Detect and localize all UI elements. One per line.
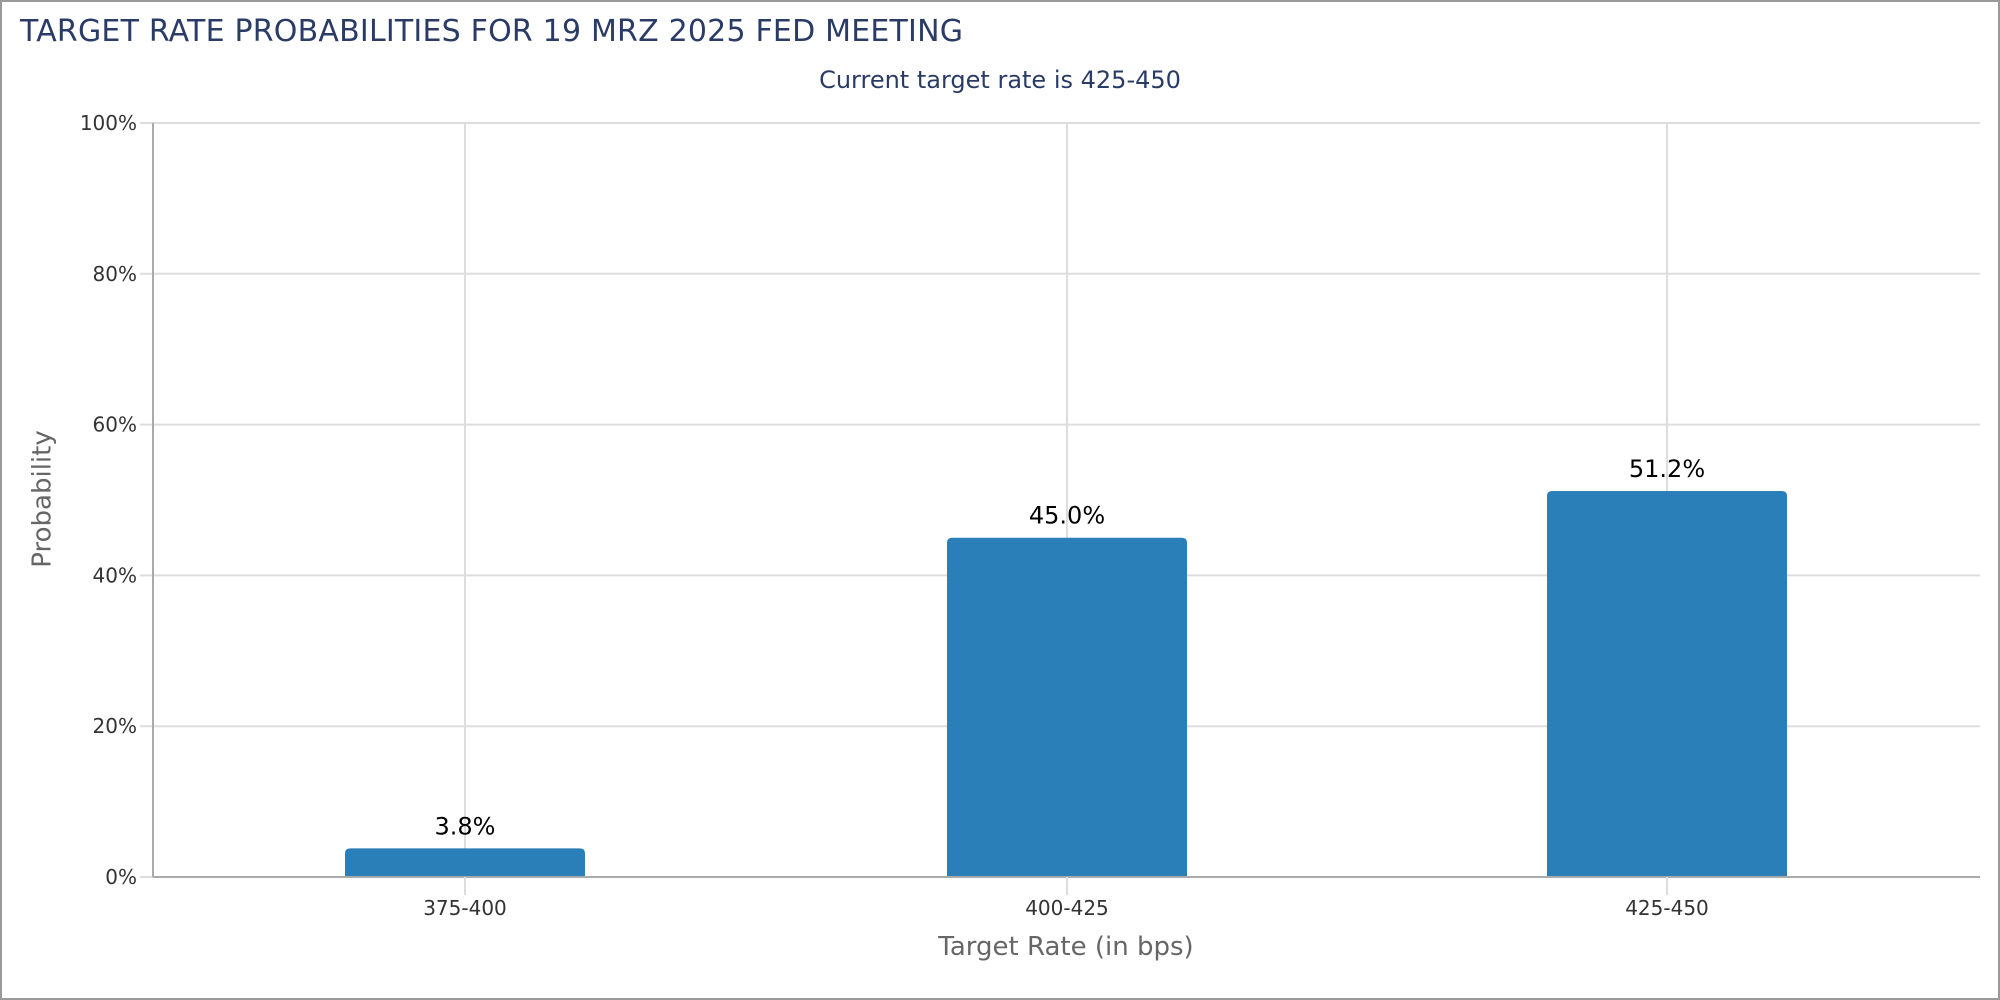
y-tick-label: 20% [93,714,137,738]
y-tick-label: 80% [93,262,137,286]
y-tick-label: 100% [80,111,137,135]
x-tick-label: 375-400 [423,896,507,920]
x-axis-title: Target Rate (in bps) [937,932,1193,962]
axes [152,123,1980,895]
bar-400-425 [947,537,1187,877]
y-tick-label: 40% [93,563,137,587]
y-tick-label: 0% [105,865,137,889]
data-label: 45.0% [1029,502,1105,530]
chart-title: TARGET RATE PROBABILITIES FOR 19 MRZ 202… [20,14,964,49]
x-tick-label: 425-450 [1625,896,1709,920]
data-label: 51.2% [1629,455,1705,483]
y-tick-label: 60% [93,413,137,437]
axis-labels: 0% 20% 40% 60% 80% 100% 3.8% 45.0% 51.2% 375-400 4… [80,111,1709,920]
y-axis-title: Probability [28,430,58,567]
bar-series [345,490,1787,877]
data-label: 3.8% [435,812,496,840]
x-tick-label: 400-425 [1025,896,1109,920]
bar-425-450 [1547,490,1787,877]
bar-375-400 [345,848,585,877]
chart-subtitle: Current target rate is 425-450 [819,66,1181,94]
